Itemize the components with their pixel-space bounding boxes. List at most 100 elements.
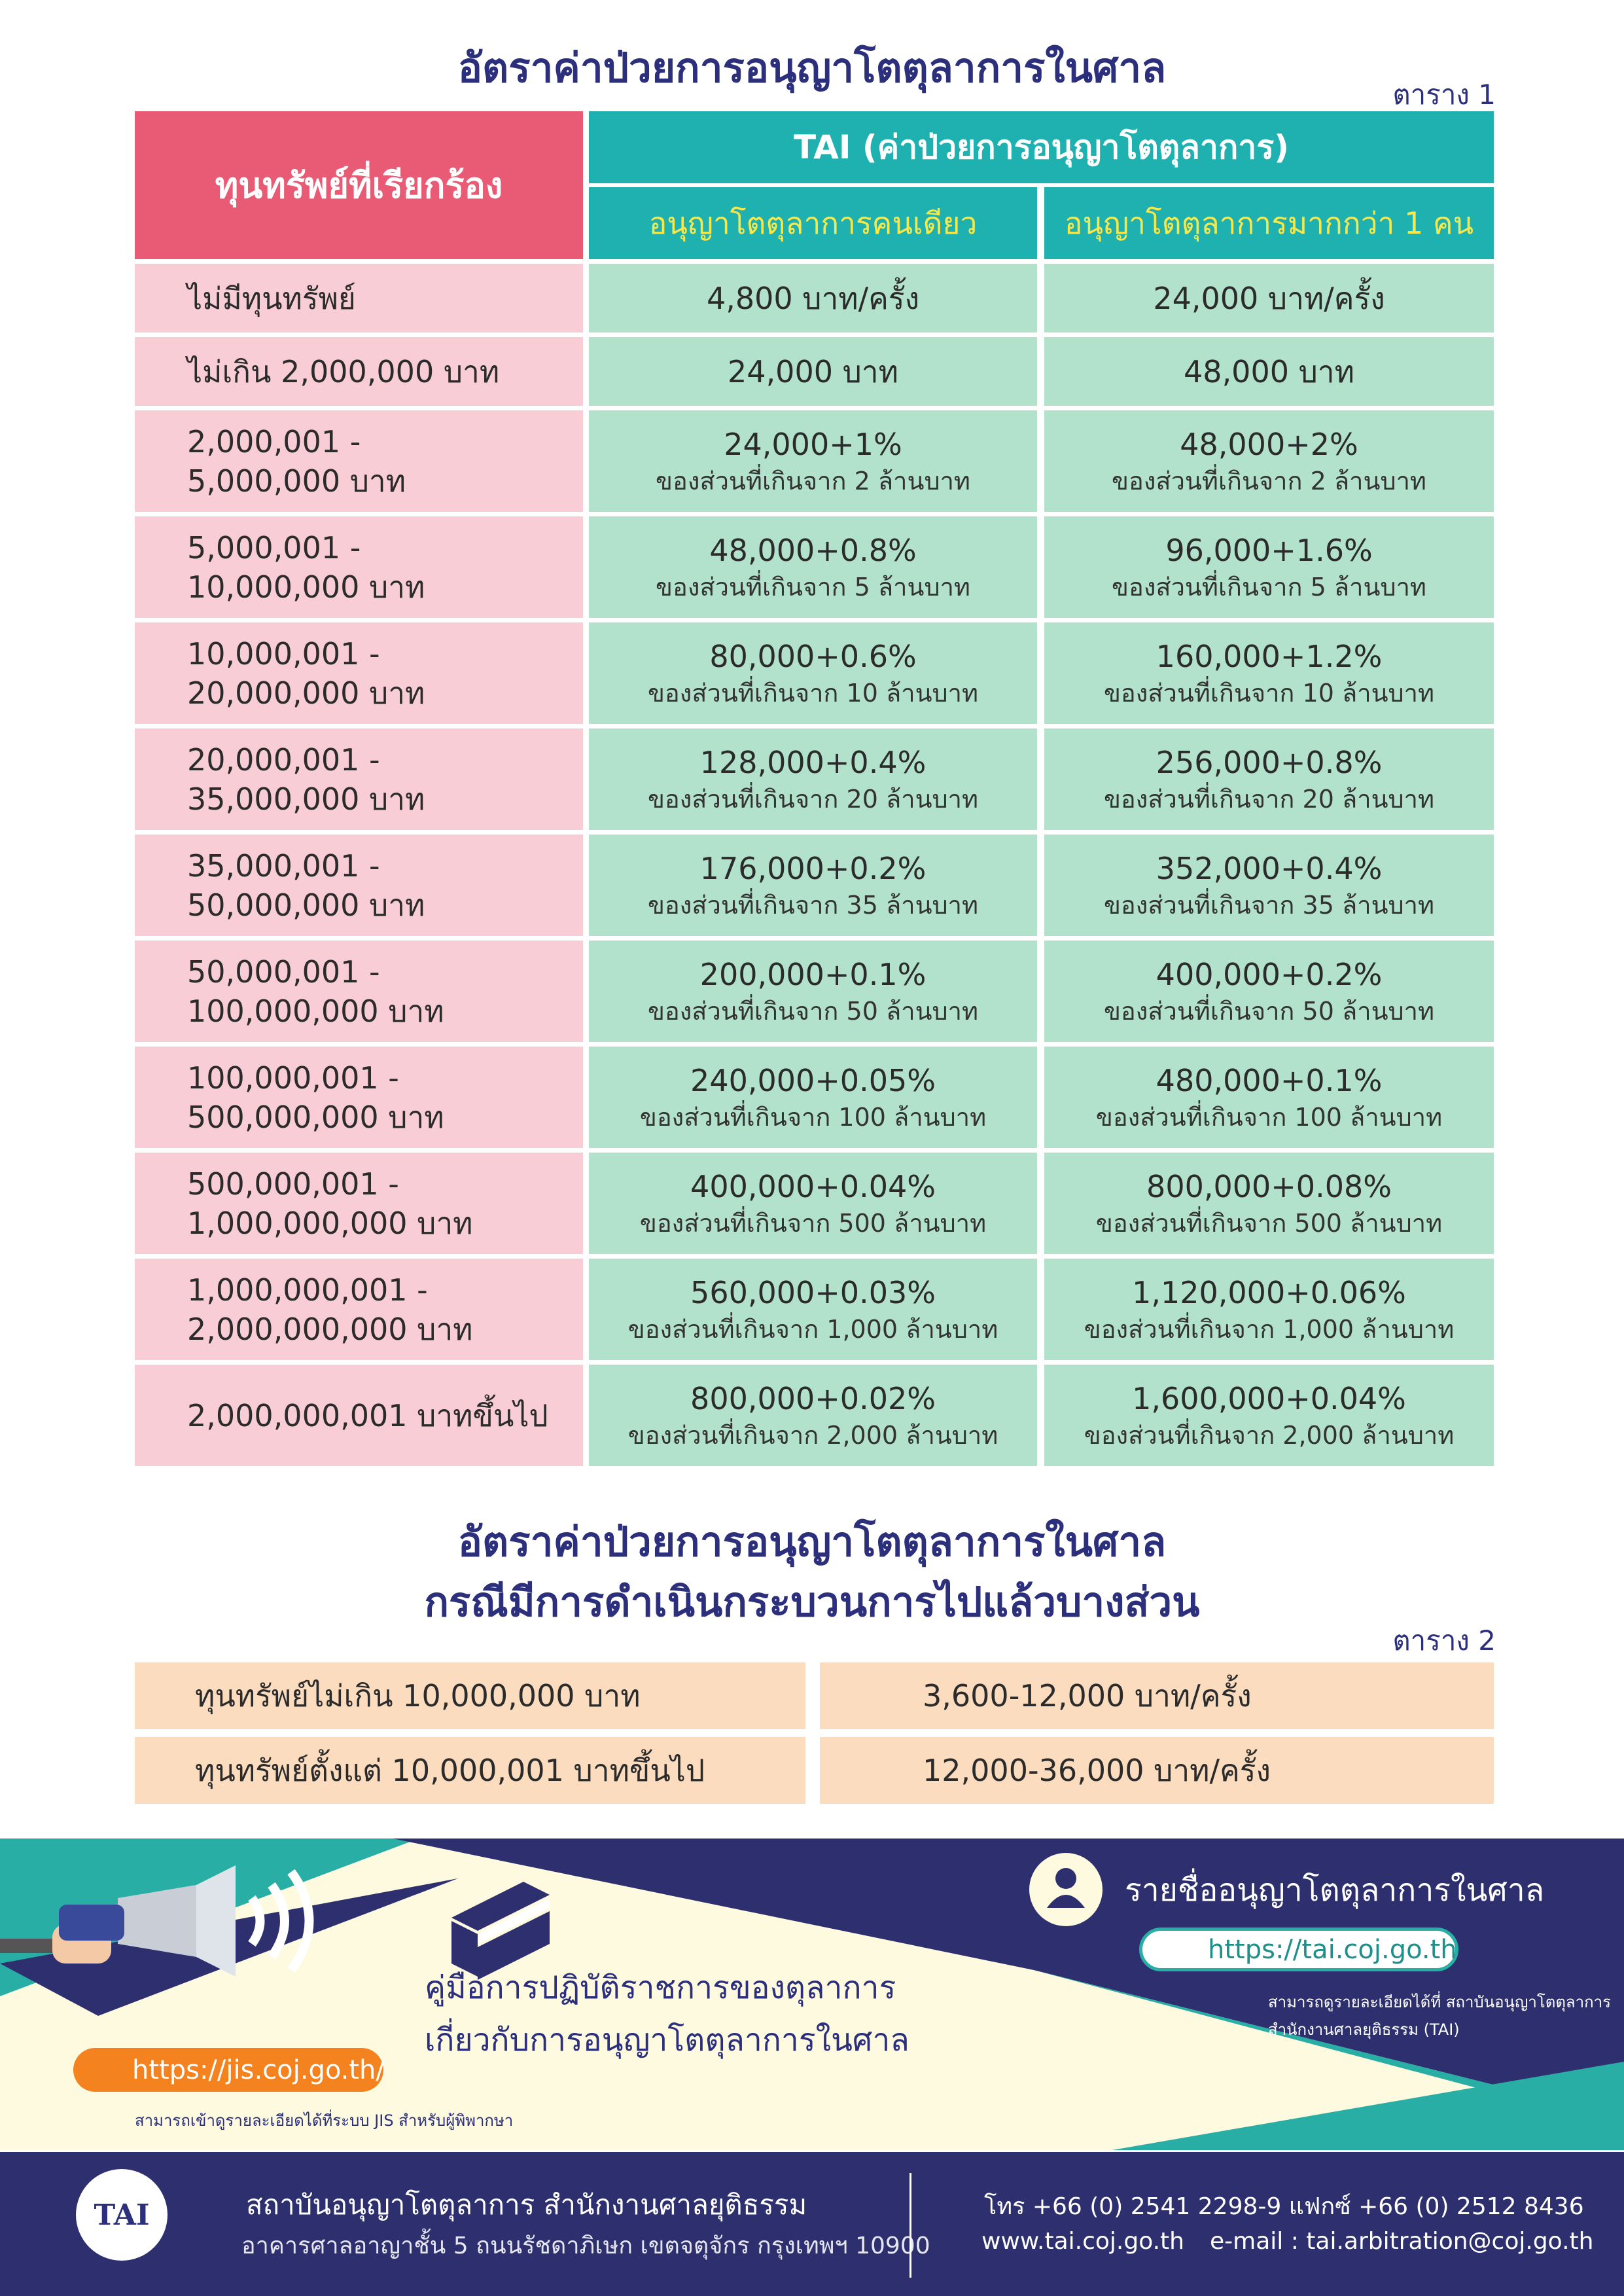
org-name: สถาบันอนุญาโตตุลาการ สำนักงานศาลยุติธรรม bbox=[246, 2189, 807, 2221]
fee-cell: 480,000+0.1% ของส่วนที่เกินจาก 100 ล้านบา… bbox=[1044, 1047, 1494, 1148]
capital-cell: 1,000,000,001 -2,000,000,000 บาท bbox=[135, 1259, 583, 1360]
partial-cell: ทุนทรัพย์ไม่เกิน 10,000,000 บาท bbox=[135, 1662, 805, 1729]
cell-text: 800,000+0.02% bbox=[690, 1380, 936, 1416]
capital-cell: ไม่มีทุนทรัพย์ bbox=[135, 264, 583, 332]
column-header: อนุญาโตตุลาการคนเดียว bbox=[589, 187, 1037, 259]
cell-text: 1,000,000,000 บาท bbox=[187, 1205, 473, 1241]
cell-text: 200,000+0.1% bbox=[699, 956, 927, 992]
cell-text: 500,000,000 บาท bbox=[187, 1099, 444, 1135]
cell-text: 3,600-12,000 บาท/ครั้ง bbox=[923, 1678, 1252, 1713]
cell-text: ไม่เกิน 2,000,000 บาท bbox=[187, 353, 500, 389]
capital-cell: 2,000,001 - 5,000,000 บาท bbox=[135, 410, 583, 512]
fee-note: ของส่วนที่เกินจาก 2 ล้านบาท bbox=[1112, 466, 1426, 495]
fee-cell: 400,000+0.04% ของส่วนที่เกินจาก 500 ล้านบ… bbox=[589, 1153, 1037, 1254]
cell-text: 48,000+2% bbox=[1180, 426, 1358, 462]
fee-note: ของส่วนที่เกินจาก 20 ล้านบาท bbox=[647, 784, 979, 814]
fee-note: ของส่วนที่เกินจาก 5 ล้านบาท bbox=[656, 572, 970, 601]
fee-note: ของส่วนที่เกินจาก 10 ล้านบาท bbox=[1103, 678, 1435, 708]
capital-cell: ไม่เกิน 2,000,000 บาท bbox=[135, 337, 583, 406]
fee-note: ของส่วนที่เกินจาก 50 ล้านบาท bbox=[1103, 996, 1435, 1026]
jis-link[interactable]: https://jis.coj.go.th/ bbox=[73, 2048, 385, 2092]
tai-header: TAI (ค่าป่วยการอนุญาโตตุลาการ) bbox=[589, 111, 1494, 183]
cell-text: 400,000+0.04% bbox=[690, 1168, 936, 1204]
capital-cell: 20,000,001 -35,000,000 บาท bbox=[135, 728, 583, 830]
address: อาคารศาลอาญาชั้น 5 ถนนรัชดาภิเษก เขตจตุจ… bbox=[241, 2233, 930, 2259]
title-line: กรณีมีการดำเนินกระบวนการไปแล้วบางส่วน bbox=[424, 1578, 1200, 1626]
fee-note: ของส่วนที่เกินจาก 35 ล้านบาท bbox=[1103, 890, 1435, 920]
banner-background bbox=[0, 1839, 1624, 2150]
teal-shape bbox=[1112, 2062, 1624, 2150]
fee-cell: 48,000 บาท bbox=[1044, 337, 1494, 406]
fee-cell: 352,000+0.4% ของส่วนที่เกินจาก 35 ล้านบาท bbox=[1044, 834, 1494, 936]
fee-cell: 1,120,000+0.06% ของส่วนที่เกินจาก 1,000 ล… bbox=[1044, 1259, 1494, 1360]
note-line: สำนักงานศาลยุติธรรม (TAI) bbox=[1268, 2020, 1460, 2039]
cell-text: 20,000,001 - bbox=[187, 742, 380, 778]
cell-text: 24,000+1% bbox=[724, 426, 902, 462]
cell-text: 24,000 บาท/ครั้ง bbox=[1153, 280, 1385, 316]
cell-text: 128,000+0.4% bbox=[699, 744, 927, 780]
tai-link[interactable]: https://tai.coj.go.th bbox=[1139, 1928, 1458, 1971]
manual-line: คู่มือการปฏิบัติราชการของตุลาการ bbox=[425, 1969, 896, 2006]
fee-cell: 24,000 บาท bbox=[589, 337, 1037, 406]
capital-header: ทุนทรัพย์ที่เรียกร้อง bbox=[135, 111, 583, 259]
fee-note: ของส่วนที่เกินจาก 1,000 ล้านบาท bbox=[627, 1314, 998, 1344]
cell-text: 12,000-36,000 บาท/ครั้ง bbox=[923, 1753, 1271, 1788]
fee-cell: 176,000+0.2% ของส่วนที่เกินจาก 35 ล้านบาท bbox=[589, 834, 1037, 936]
fee-note: ของส่วนที่เกินจาก 500 ล้านบาท bbox=[639, 1208, 987, 1238]
cell-text: 480,000+0.1% bbox=[1156, 1062, 1383, 1098]
fee-note: ของส่วนที่เกินจาก 100 ล้านบาท bbox=[1095, 1102, 1443, 1132]
website[interactable]: www.tai.coj.go.th bbox=[981, 2228, 1184, 2255]
partial-cell: 3,600-12,000 บาท/ครั้ง bbox=[820, 1662, 1494, 1729]
fee-note: ของส่วนที่เกินจาก 2,000 ล้านบาท bbox=[627, 1420, 998, 1450]
tai-note: สามารถดูรายละเอียดได้ที่ สถาบันอนุญาโตตุ… bbox=[1268, 1988, 1611, 2043]
cell-text: 48,000 บาท bbox=[1184, 353, 1354, 389]
fee-cell: 4,800 บาท/ครั้ง bbox=[589, 264, 1037, 332]
phone: โทร +66 (0) 2541 2298-9 แฟกซ์ +66 (0) 25… bbox=[984, 2193, 1584, 2220]
cell-text: 100,000,001 - bbox=[187, 1060, 399, 1096]
partial-cell: 12,000-36,000 บาท/ครั้ง bbox=[820, 1737, 1494, 1804]
fee-note: ของส่วนที่เกินจาก 50 ล้านบาท bbox=[647, 996, 979, 1026]
cell-text: 5,000,001 - bbox=[187, 529, 361, 565]
cell-text: 560,000+0.03% bbox=[690, 1274, 936, 1310]
fee-cell: 256,000+0.8% ของส่วนที่เกินจาก 20 ล้านบาท bbox=[1044, 728, 1494, 830]
fee-note: ของส่วนที่เกินจาก 20 ล้านบาท bbox=[1103, 784, 1435, 814]
fee-note: ของส่วนที่เกินจาก 5 ล้านบาท bbox=[1112, 572, 1426, 601]
cell-text: 240,000+0.05% bbox=[690, 1062, 936, 1098]
capital-cell: 35,000,001 -50,000,000 บาท bbox=[135, 834, 583, 936]
table-label: ตาราง 1 bbox=[1392, 79, 1496, 111]
cell-text: 1,000,000,001 - bbox=[187, 1272, 428, 1308]
cell-text: 50,000,000 บาท bbox=[187, 887, 425, 923]
email[interactable]: e-mail : tai.arbitration@coj.go.th bbox=[1210, 2228, 1594, 2255]
fee-note: ของส่วนที่เกินจาก 500 ล้านบาท bbox=[1095, 1208, 1443, 1238]
list-title: รายชื่ออนุญาโตตุลาการในศาล bbox=[1125, 1872, 1545, 1909]
cell-text: 50,000,001 - bbox=[187, 954, 380, 990]
fee-cell: 800,000+0.08% ของส่วนที่เกินจาก 500 ล้านบ… bbox=[1044, 1153, 1494, 1254]
cell-text: 5,000,000 บาท bbox=[187, 463, 406, 499]
cell-text: 400,000+0.2% bbox=[1156, 956, 1383, 992]
fee-cell: 48,000+0.8% ของส่วนที่เกินจาก 5 ล้านบาท bbox=[589, 516, 1037, 618]
fee-note: ของส่วนที่เกินจาก 100 ล้านบาท bbox=[639, 1102, 987, 1132]
manual-text: คู่มือการปฏิบัติราชการของตุลาการ เกี่ยวกั… bbox=[425, 1962, 909, 2066]
fee-cell: 560,000+0.03% ของส่วนที่เกินจาก 1,000 ล้า… bbox=[589, 1259, 1037, 1360]
fee-note: ของส่วนที่เกินจาก 2 ล้านบาท bbox=[656, 466, 970, 495]
footer bbox=[0, 2152, 1624, 2296]
fee-cell: 24,000 บาท/ครั้ง bbox=[1044, 264, 1494, 332]
cell-text: 1,120,000+0.06% bbox=[1132, 1274, 1406, 1310]
cell-text: 352,000+0.4% bbox=[1156, 850, 1383, 886]
fee-note: ของส่วนที่เกินจาก 2,000 ล้านบาท bbox=[1084, 1420, 1455, 1450]
divider bbox=[909, 2173, 911, 2278]
fee-cell: 240,000+0.05% ของส่วนที่เกินจาก 100 ล้านบ… bbox=[589, 1047, 1037, 1148]
cell-text: ทุนทรัพย์ตั้งแต่ 10,000,001 บาทขึ้นไป bbox=[195, 1753, 705, 1788]
cell-text: 35,000,001 - bbox=[187, 848, 380, 884]
fee-cell: 160,000+1.2% ของส่วนที่เกินจาก 10 ล้านบาท bbox=[1044, 622, 1494, 724]
cell-text: 4,800 บาท/ครั้ง bbox=[706, 280, 920, 316]
fee-cell: 80,000+0.6% ของส่วนที่เกินจาก 10 ล้านบาท bbox=[589, 622, 1037, 724]
cell-text: 24,000 บาท bbox=[728, 353, 898, 389]
fee-note: ของส่วนที่เกินจาก 35 ล้านบาท bbox=[647, 890, 979, 920]
cell-text: 1,600,000+0.04% bbox=[1132, 1380, 1406, 1416]
fee-cell: 128,000+0.4% ของส่วนที่เกินจาก 20 ล้านบาท bbox=[589, 728, 1037, 830]
cell-text: 2,000,001 - bbox=[187, 423, 361, 459]
cell-text: 160,000+1.2% bbox=[1156, 638, 1383, 674]
fee-cell: 48,000+2% ของส่วนที่เกินจาก 2 ล้านบาท bbox=[1044, 410, 1494, 512]
cell-text: 2,000,000,001 บาทขึ้นไป bbox=[187, 1397, 548, 1433]
